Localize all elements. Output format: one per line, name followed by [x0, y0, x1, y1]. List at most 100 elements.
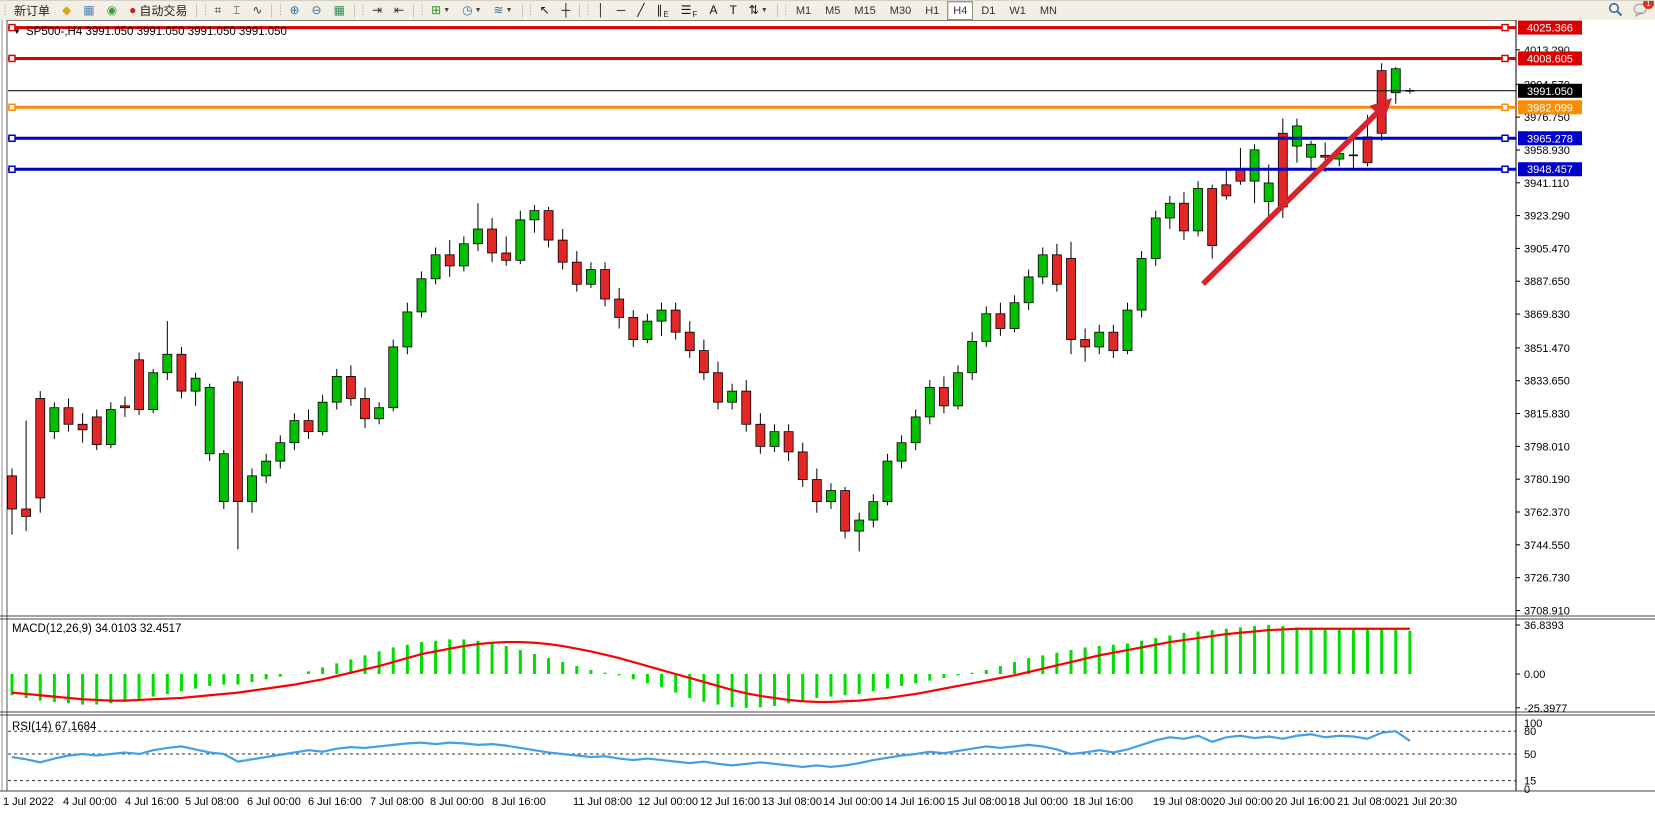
bear-candle [35, 398, 46, 499]
price-tick-label: 3708.910 [1524, 605, 1570, 617]
macd-tick-label: 0.00 [1524, 669, 1545, 681]
search-icon[interactable] [1608, 2, 1623, 20]
new-chart-icon[interactable]: ⊞ ▼ [426, 1, 455, 20]
chart-shift-icon[interactable]: ⇤ [389, 1, 409, 20]
candlestick-chart-icon[interactable]: ⌶ [228, 1, 245, 20]
line-chart-icon[interactable]: ∿ [247, 1, 267, 20]
bull-candle [967, 340, 978, 374]
tile-windows-icon[interactable]: ▦ [329, 1, 350, 20]
price-tick-label: 3815.830 [1524, 409, 1570, 421]
fibonacci-icon[interactable]: ☰ F [676, 1, 703, 20]
bull-candle [1094, 331, 1105, 348]
price-label-3965.278: 3965.278 [1527, 133, 1573, 145]
signal-icon[interactable]: ◉ [102, 1, 122, 20]
new-chart-icon-dropdown[interactable]: ▼ [443, 7, 451, 14]
bear-candle [600, 269, 610, 300]
time-axis-label: 19 Jul 08:00 [1153, 796, 1213, 808]
bull-candle [374, 407, 385, 420]
bull-candle [529, 210, 540, 221]
arrows-icon[interactable]: ⇅ ▼ [744, 1, 773, 20]
bear-candle [995, 313, 1006, 329]
bull-candle [727, 390, 738, 403]
signal-icon: ◉ [106, 3, 118, 17]
crosshair-icon[interactable]: ┼ [557, 1, 576, 20]
time-axis-label: 13 Jul 08:00 [762, 796, 822, 808]
equidistant-channel-icon[interactable]: ∥ E [651, 1, 673, 20]
trend-arrow-line[interactable] [1201, 107, 1383, 286]
arrows-icon-dropdown[interactable]: ▼ [760, 7, 768, 14]
periods-icon[interactable]: ◷ ▼ [457, 1, 486, 20]
hline-handle-right[interactable] [1501, 54, 1509, 63]
bull-candle [275, 442, 286, 462]
auto-trading-button[interactable]: ● 自动交易 [124, 1, 192, 20]
rsi-tick-label: 100 [1524, 718, 1542, 730]
horizontal-line-icon[interactable]: ─ [612, 1, 631, 20]
price-tick-label: 3887.650 [1524, 276, 1570, 288]
trend-arrow-head[interactable] [1369, 98, 1393, 121]
periods-icon-dropdown[interactable]: ▼ [474, 7, 482, 14]
bull-candle [1150, 217, 1161, 259]
time-axis-label: 14 Jul 16:00 [885, 796, 945, 808]
hline-handle-left[interactable] [8, 103, 16, 112]
auto-scroll-icon[interactable]: ⇥ [367, 1, 387, 20]
bear-candle [1235, 169, 1246, 182]
cursor-icon[interactable]: ↖ [535, 1, 555, 20]
rsi-line [11, 730, 1411, 769]
bear-candle [670, 309, 681, 333]
new-order-button[interactable]: 新订单 [9, 1, 55, 20]
bear-candle [1080, 339, 1091, 348]
label-icon[interactable]: T [724, 1, 741, 20]
timeframe-w1-button[interactable]: W1 [1009, 4, 1026, 17]
timeframe-m1-button[interactable]: M1 [795, 4, 812, 17]
trendline-icon: ╱ [637, 3, 645, 17]
new-chart-icon: ⊞ [431, 3, 442, 17]
hline-handle-left[interactable] [8, 54, 16, 63]
time-axis-label: 21 Jul 08:00 [1337, 796, 1397, 808]
hline-handle-right[interactable] [1501, 23, 1509, 32]
indicators-icon-dropdown[interactable]: ▼ [505, 7, 513, 14]
timeframe-m15-button[interactable]: M15 [854, 4, 876, 17]
timeframe-mn-button[interactable]: MN [1039, 4, 1057, 17]
price-tick-label: 3726.730 [1524, 573, 1570, 585]
equidistant-channel-icon: ∥ [656, 3, 663, 17]
notifications-icon[interactable]: 1 [1633, 1, 1654, 20]
price-label-4008.605: 4008.605 [1527, 53, 1573, 65]
bull-candle [924, 387, 935, 418]
time-axis-label: 15 Jul 08:00 [947, 796, 1007, 808]
timeframe-m30-button[interactable]: M30 [889, 4, 912, 17]
rsi-tick-label: 80 [1524, 726, 1536, 738]
bear-candle [939, 387, 949, 407]
hline-handle-left[interactable] [8, 134, 16, 143]
time-axis-label: 20 Jul 16:00 [1275, 796, 1335, 808]
bear-candle [1179, 202, 1189, 232]
hline-handle-left[interactable] [8, 165, 16, 173]
timeframe-h4-button[interactable]: H4 [947, 1, 974, 20]
bar-chart-icon[interactable]: ⌗ [209, 1, 226, 20]
bear-candle [345, 375, 356, 399]
zoom-in-icon[interactable]: ⊕ [284, 1, 304, 20]
bull-candle [769, 431, 780, 447]
bear-candle [1221, 184, 1232, 197]
instruments-icon[interactable]: ◆ [57, 1, 76, 20]
indicators-icon[interactable]: ≋ ▼ [489, 1, 518, 20]
bear-candle [797, 451, 808, 480]
text-icon[interactable]: A [704, 1, 722, 20]
hline-handle-right[interactable] [1501, 165, 1509, 173]
bull-candle [458, 243, 469, 267]
timeframe-d1-button[interactable]: D1 [981, 4, 996, 17]
chart-canvas[interactable]: 4013.2903994.5703976.7503958.9303941.110… [0, 20, 1655, 816]
vertical-line-icon[interactable]: │ [592, 1, 610, 20]
hline-handle-right[interactable] [1501, 134, 1509, 143]
timeframe-m5-button[interactable]: M5 [825, 4, 841, 17]
chart-window-icon[interactable]: ▦ [78, 1, 99, 20]
time-axis-label: 6 Jul 16:00 [308, 796, 362, 808]
zoom-out-icon[interactable]: ⊖ [307, 1, 327, 20]
timeframe-h1-button[interactable]: H1 [925, 4, 940, 17]
bull-candle [953, 372, 963, 407]
hline-handle-right[interactable] [1501, 103, 1509, 112]
price-label-3948.457: 3948.457 [1527, 164, 1573, 176]
hline-handle-left[interactable] [8, 23, 16, 32]
trendline-icon[interactable]: ╱ [632, 1, 649, 20]
bear-candle [1362, 136, 1373, 164]
price-tick-label: 3923.290 [1524, 211, 1570, 223]
